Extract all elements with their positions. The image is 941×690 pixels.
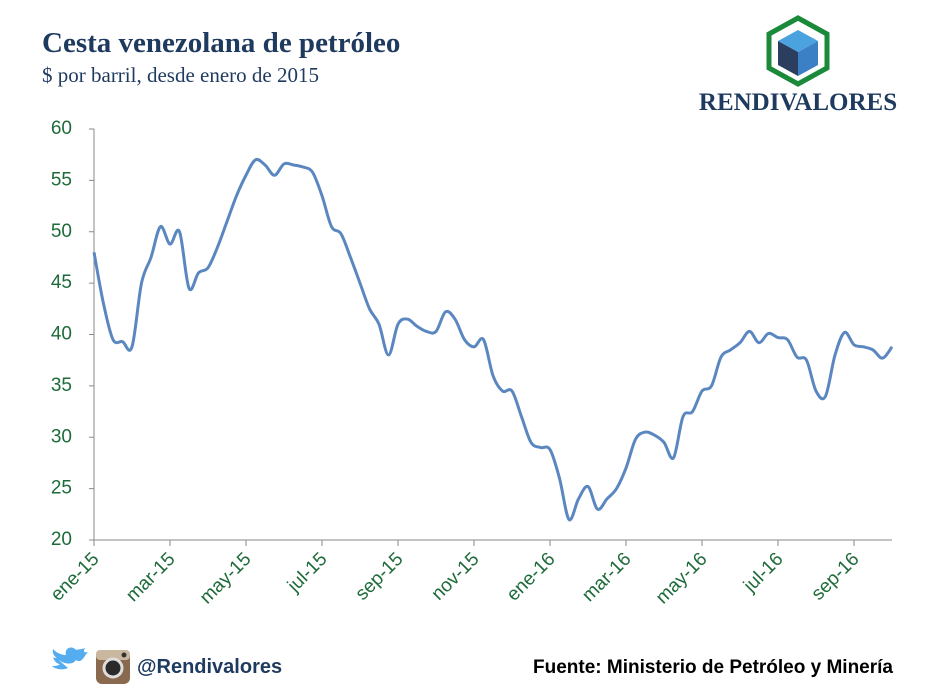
instagram-icon <box>96 650 130 684</box>
y-tick-label: 20 <box>51 529 72 550</box>
x-tick-label: sep-15 <box>352 549 408 605</box>
x-tick-label: jul-15 <box>283 549 331 597</box>
x-tick-label: ene-15 <box>47 549 104 606</box>
x-tick-label: ene-16 <box>503 549 560 606</box>
x-tick-label: nov-15 <box>428 549 484 605</box>
x-tick-label: may-16 <box>652 549 712 609</box>
x-tick-label: mar-16 <box>578 549 635 606</box>
y-tick-label: 35 <box>51 375 72 396</box>
line-series <box>92 157 894 522</box>
y-tick-label: 60 <box>51 118 72 139</box>
x-tick-label: sep-16 <box>808 549 864 605</box>
y-tick-label: 45 <box>51 272 72 293</box>
y-tick-label: 50 <box>51 221 72 242</box>
y-tick-label: 25 <box>51 478 72 499</box>
logo-icon <box>766 15 830 87</box>
y-tick-label: 55 <box>51 169 72 190</box>
x-tick-label: jul-16 <box>739 549 787 597</box>
chart-subtitle: $ por barril, desde enero de 2015 <box>42 63 319 87</box>
y-tick-label: 30 <box>51 426 72 447</box>
chart-title: Cesta venezolana de petróleo <box>42 27 400 59</box>
twitter-icon <box>52 647 88 670</box>
y-tick-label: 40 <box>51 324 72 345</box>
x-tick-label: may-15 <box>196 549 256 609</box>
social-handle: @Rendivalores <box>137 656 282 678</box>
x-tick-label: mar-15 <box>122 549 179 606</box>
source-note: Fuente: Ministerio de Petróleo y Minería <box>533 657 893 678</box>
brand: RENDIVALORES <box>699 89 897 116</box>
